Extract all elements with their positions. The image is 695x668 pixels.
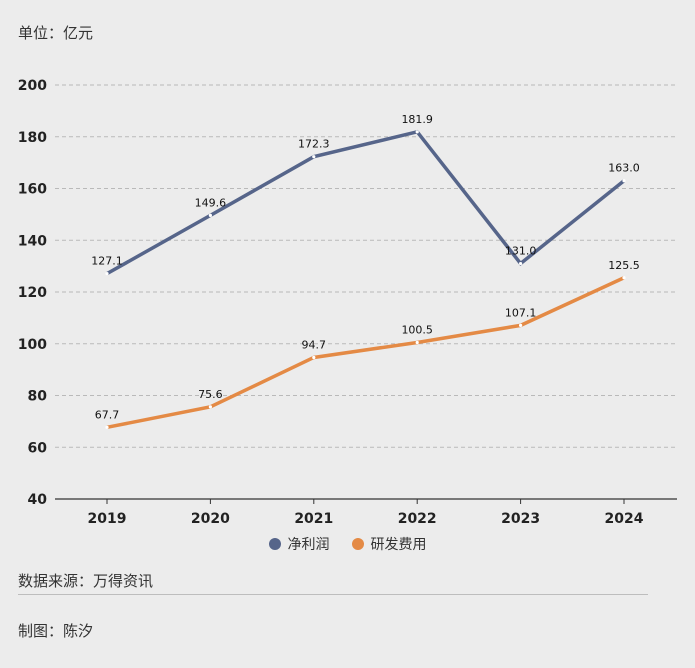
data-point	[415, 130, 419, 134]
data-point	[519, 261, 523, 266]
grid-lines	[55, 84, 677, 448]
line-chart: 40 60 80 100 120 140 160 180 200 2019 2020 2021 2022…	[18, 78, 677, 527]
data-label: 107.1	[505, 306, 537, 319]
axes: 40 60 80 100 120 140 160 180 200 2019 2020 2021 2022…	[18, 78, 677, 527]
x-tick-label: 2020	[191, 511, 230, 527]
data-point	[519, 323, 523, 327]
data-point	[208, 213, 212, 218]
unit-label: 单位：亿元	[18, 24, 94, 42]
y-tick-label: 100	[18, 337, 47, 353]
y-tick-label: 200	[18, 78, 47, 94]
x-tick-label: 2024	[605, 511, 644, 527]
series-line-1	[106, 276, 625, 430]
data-label: 172.3	[298, 138, 330, 151]
data-point	[208, 405, 212, 409]
data-point	[105, 425, 109, 429]
series-lines	[105, 129, 626, 430]
data-point	[415, 340, 419, 345]
data-point	[105, 272, 109, 276]
data-label: 94.7	[302, 338, 327, 351]
data-label: 181.9	[401, 113, 433, 126]
legend: 净利润 研发费用	[0, 534, 695, 554]
data-label: 100.5	[401, 323, 433, 336]
chart-credit: 制图：陈汐	[18, 622, 94, 640]
x-tick-label: 2022	[398, 511, 437, 527]
x-tick-label: 2021	[294, 511, 333, 527]
data-labels: 127.1 149.6 172.3 181.9 131.0 163.0 67.7 75.6 94…	[91, 113, 640, 421]
y-tick-label: 160	[18, 182, 47, 198]
data-label: 75.6	[198, 388, 223, 401]
y-tick-label: 80	[28, 389, 48, 405]
legend-label-rd-expense: 研发费用	[370, 537, 427, 553]
x-tick-label: 2019	[88, 511, 127, 527]
data-point	[312, 355, 316, 360]
data-label: 127.1	[91, 255, 123, 268]
data-label: 163.0	[608, 162, 640, 175]
legend-item-rd-expense[interactable]: 研发费用	[351, 534, 427, 554]
series-line-0	[106, 129, 626, 276]
y-tick-label: 120	[18, 285, 47, 301]
legend-item-net-profit[interactable]: 净利润	[268, 534, 330, 554]
data-point	[622, 179, 626, 183]
legend-label-net-profit: 净利润	[287, 537, 330, 553]
y-tick-label: 60	[28, 440, 48, 456]
data-label: 149.6	[195, 196, 227, 209]
y-tick-label: 180	[18, 130, 47, 146]
legend-marker-rd-expense	[351, 538, 364, 550]
x-tick-label: 2023	[501, 511, 540, 527]
data-point	[312, 155, 316, 159]
data-point	[622, 276, 626, 280]
data-label: 67.7	[95, 408, 120, 421]
data-label: 131.0	[505, 245, 537, 258]
y-tick-label: 40	[28, 492, 48, 508]
y-tick-label: 140	[18, 233, 47, 249]
data-source: 数据来源：万得资讯	[18, 572, 154, 590]
divider	[18, 594, 648, 595]
legend-marker-net-profit	[268, 538, 281, 550]
data-label: 125.5	[608, 259, 640, 272]
